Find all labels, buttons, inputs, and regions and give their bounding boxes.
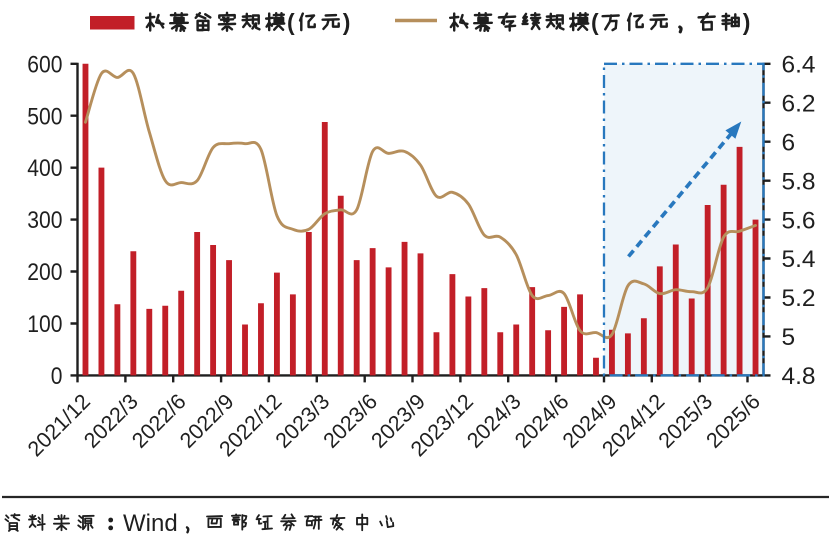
- svg-text:): ): [343, 9, 351, 35]
- svg-text:): ): [743, 9, 751, 35]
- svg-text:5.8: 5.8: [782, 168, 816, 195]
- svg-text:6.2: 6.2: [782, 90, 816, 117]
- svg-text:6: 6: [782, 129, 796, 156]
- svg-text:100: 100: [27, 311, 62, 338]
- svg-text:500: 500: [27, 103, 62, 130]
- svg-text:Wind: Wind: [123, 510, 178, 537]
- svg-text:5.2: 5.2: [782, 285, 816, 312]
- svg-text:5.6: 5.6: [782, 207, 816, 234]
- svg-text:600: 600: [27, 51, 62, 78]
- svg-text:5.4: 5.4: [782, 246, 816, 273]
- svg-text:400: 400: [27, 155, 62, 182]
- svg-text:6.4: 6.4: [782, 52, 816, 79]
- svg-text:(: (: [591, 9, 599, 35]
- svg-text:300: 300: [27, 207, 62, 234]
- svg-text:4.8: 4.8: [782, 363, 816, 390]
- svg-text:200: 200: [27, 259, 62, 286]
- svg-text:(: (: [287, 9, 295, 35]
- svg-text:5: 5: [782, 324, 796, 351]
- svg-text:0: 0: [51, 363, 63, 390]
